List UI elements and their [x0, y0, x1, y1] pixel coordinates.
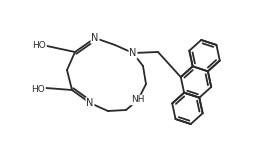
- Text: HO: HO: [32, 41, 46, 50]
- Text: N: N: [86, 98, 94, 108]
- Text: HO: HO: [31, 84, 45, 93]
- Text: NH: NH: [131, 95, 145, 104]
- Text: N: N: [129, 48, 137, 58]
- Text: N: N: [91, 33, 99, 43]
